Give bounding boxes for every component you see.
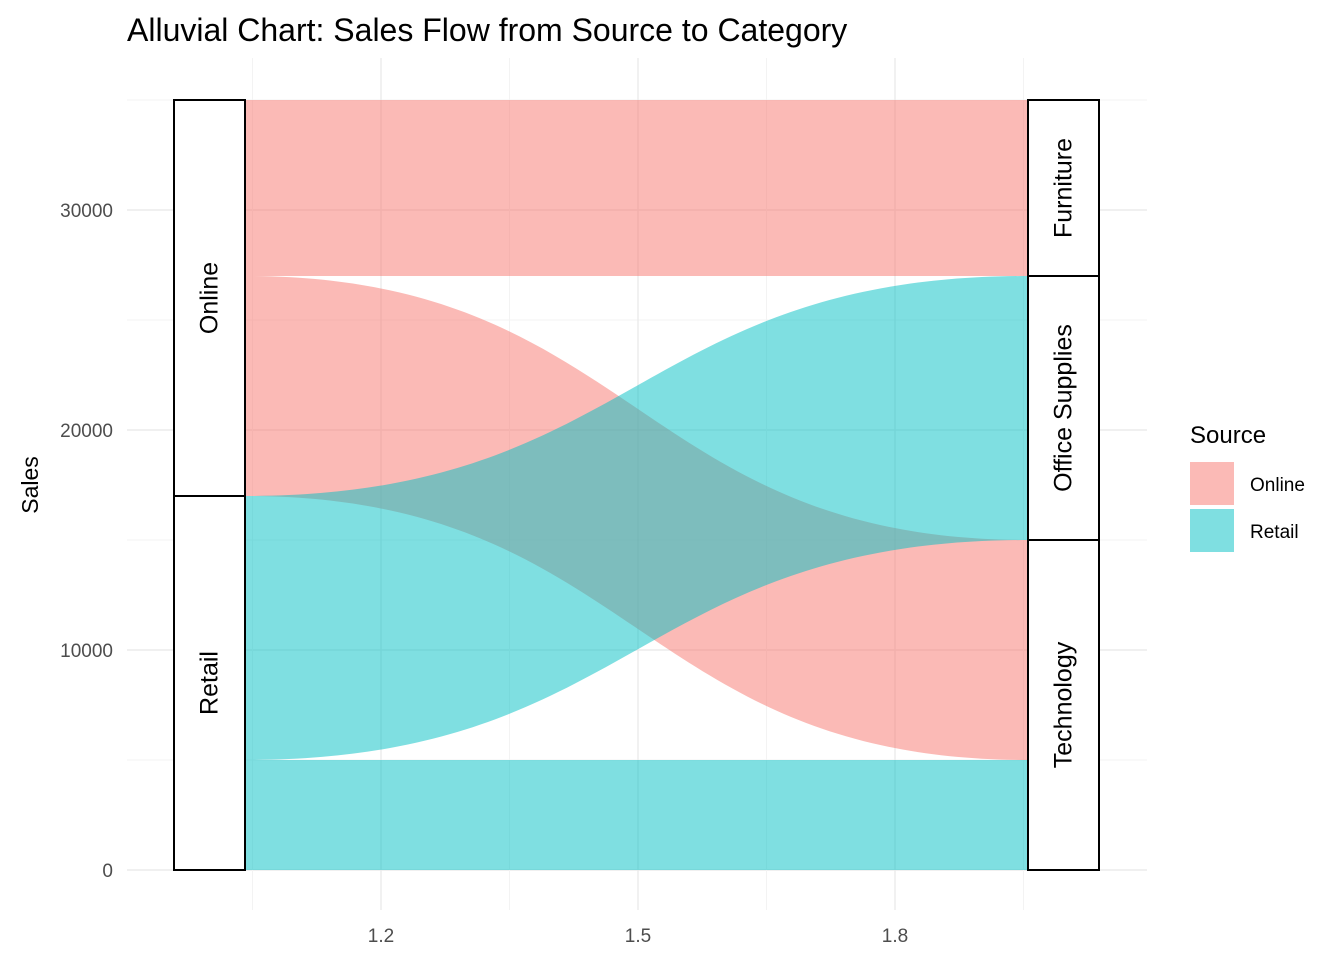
- stratum-box-online: [173, 99, 246, 497]
- flow-retail-technology: [245, 760, 1028, 870]
- stratum-label-retail: Retail: [196, 651, 224, 715]
- stratum-box-retail: [173, 495, 246, 871]
- legend-key-retail: [1190, 509, 1234, 552]
- strata: Online Retail Furniture Office Supplies Tech…: [173, 99, 1100, 871]
- flows: [245, 100, 1028, 870]
- stratum-box-office-supplies: [1027, 275, 1100, 541]
- legend-label-online: Online: [1250, 475, 1305, 496]
- x-axis-ticks: 1.2 1.5 1.8: [368, 926, 908, 947]
- flow-online-furniture: [245, 100, 1028, 276]
- stratum-label-office-supplies: Office Supplies: [1050, 324, 1078, 492]
- stratum-label-online: Online: [196, 262, 224, 334]
- legend-key-online: [1190, 462, 1234, 505]
- legend: Source Online Retail: [1190, 422, 1305, 552]
- y-tick-label: 10000: [60, 641, 113, 662]
- chart-title: Alluvial Chart: Sales Flow from Source t…: [127, 12, 847, 48]
- x-tick-label: 1.5: [625, 926, 651, 947]
- stratum-label-furniture: Furniture: [1050, 138, 1078, 238]
- y-axis-title: Sales: [17, 456, 43, 514]
- flow-retail-office-supplies: [245, 276, 1028, 760]
- stratum-label-technology: Technology: [1050, 641, 1078, 768]
- y-tick-label: 0: [102, 861, 113, 882]
- y-tick-label: 20000: [60, 421, 113, 442]
- stratum-box-furniture: [1027, 99, 1100, 277]
- y-axis-ticks: 0 10000 20000 30000: [60, 201, 113, 882]
- x-tick-label: 1.2: [368, 926, 394, 947]
- stratum-box-technology: [1027, 539, 1100, 871]
- legend-label-retail: Retail: [1250, 522, 1299, 543]
- legend-title: Source: [1190, 422, 1266, 449]
- y-tick-label: 30000: [60, 201, 113, 222]
- x-tick-label: 1.8: [882, 926, 908, 947]
